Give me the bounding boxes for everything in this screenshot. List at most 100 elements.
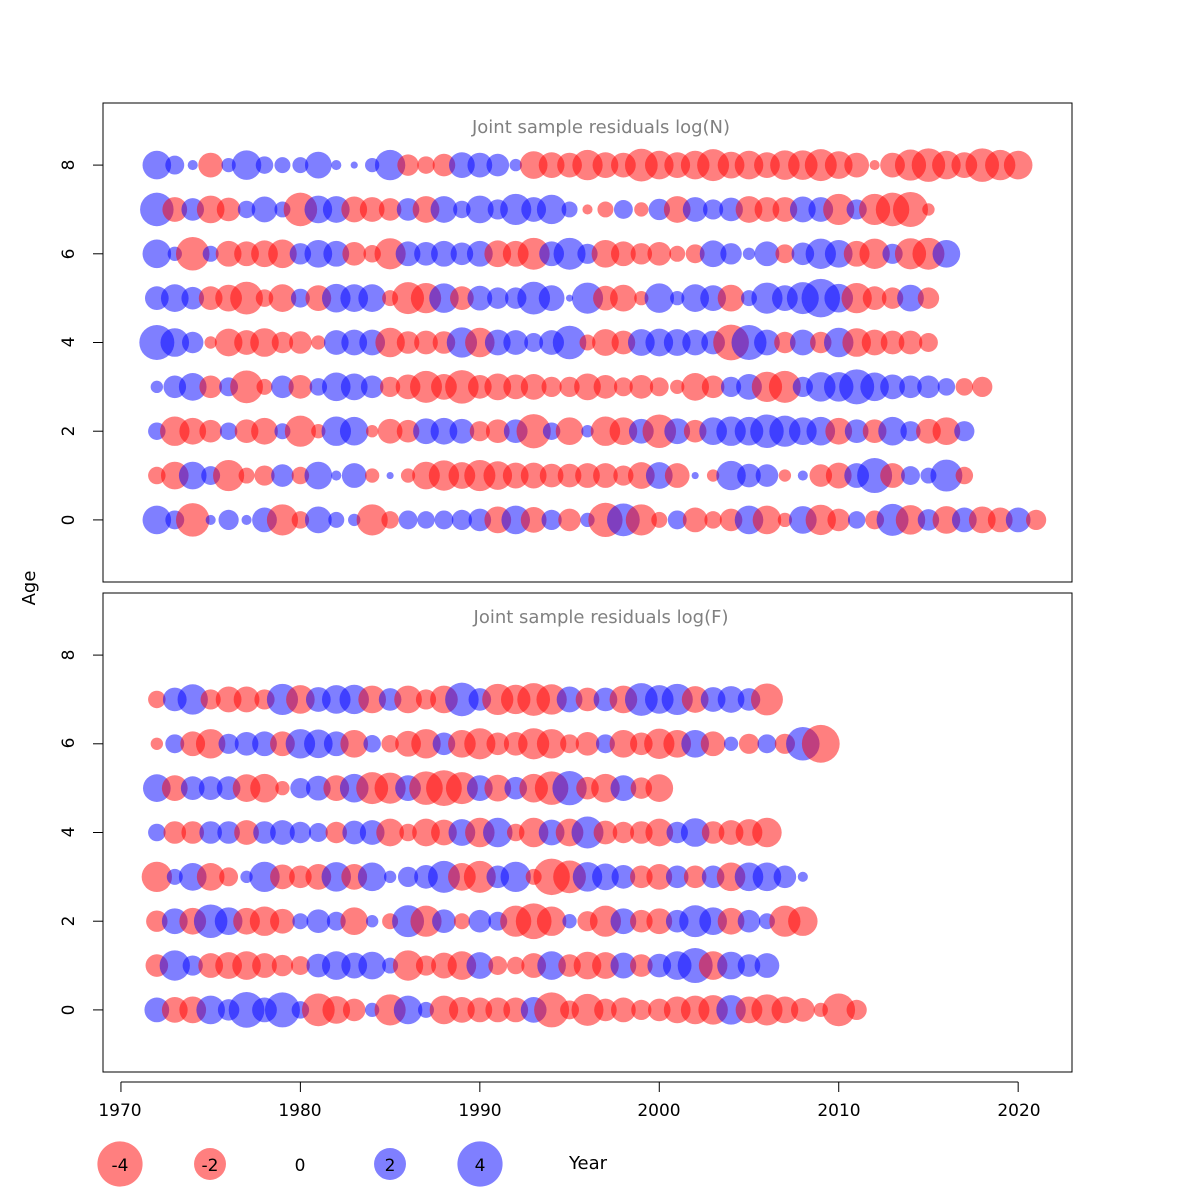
bubble-top-age6-1976	[215, 240, 242, 267]
bubble-bottom-age5-1997	[591, 773, 620, 803]
bubble-top-age0-2003	[704, 511, 722, 529]
bubble-top-age6-1995	[553, 237, 586, 270]
bubble-bottom-age2-1982	[326, 911, 346, 931]
bubble-bottom-age2-2004	[717, 907, 745, 935]
bubble-top-age5-1974	[181, 286, 205, 310]
bubble-bottom-age6-2005	[738, 733, 760, 754]
bubble-bottom-age6-1983	[340, 729, 369, 758]
bubble-bottom-age0-1977	[228, 992, 265, 1028]
bubble-bottom-age7-1996	[575, 687, 600, 712]
bubble-bottom-age3-1999	[630, 865, 653, 889]
bubble-top-age3-1989	[445, 370, 479, 404]
bubble-bottom-age4-1997	[593, 820, 618, 845]
bubble-top-age7-2007	[772, 197, 798, 222]
bubble-top-age4-1990	[465, 327, 495, 358]
bubble-top-age7-1992	[500, 193, 532, 226]
bubble-top-age1-1994	[539, 463, 564, 488]
bubble-top-age5-2001	[670, 291, 685, 306]
bubble-top-age1-2001	[664, 463, 690, 488]
bubble-top-age4-2007	[774, 331, 796, 354]
bubble-top-age3-2003	[701, 375, 725, 399]
bubble-top-age0-2007	[777, 512, 793, 528]
bubble-top-age0-2000	[651, 511, 668, 528]
bubble-top-age8-1972	[142, 150, 172, 180]
bubble-bottom-age2-1998	[610, 908, 637, 935]
bubble-top-age8-2010	[824, 151, 853, 179]
bubble-top-age2-1977	[234, 419, 259, 444]
bubble-bottom-age4-1974	[181, 821, 205, 844]
bubble-bottom-age4-1985	[376, 818, 404, 847]
bubble-top-age4-1993	[524, 333, 544, 352]
bubble-bottom-age5-1980	[290, 778, 311, 799]
bubble-top-age6-1981	[304, 239, 333, 268]
bubble-top-age1-2017	[955, 466, 974, 485]
bubble-bottom-age0-2000	[647, 998, 671, 1022]
bubble-top-age1-1978	[254, 465, 275, 486]
y-tick-bottom-0: 0	[59, 1005, 79, 1016]
bubble-top-age1-1985	[386, 471, 394, 480]
bubble-bottom-age4-1977	[234, 820, 259, 845]
bubble-top-age3-2002	[681, 373, 710, 401]
bubble-top-age5-1980	[290, 288, 310, 308]
bubble-top-age2-1975	[199, 419, 222, 443]
bubble-bottom-age1-1990	[466, 952, 494, 979]
bubble-bottom-age5-1981	[305, 775, 331, 801]
bubble-top-age1-1979	[271, 464, 294, 487]
bubble-top-age6-1993	[517, 237, 550, 270]
bubble-bottom-age4-2002	[680, 818, 710, 847]
bubble-top-age7-1990	[465, 195, 494, 224]
bubble-bottom-age6-1978	[252, 731, 277, 757]
bubble-top-age3-1990	[467, 375, 492, 399]
y-tick-top-4: 4	[59, 337, 79, 348]
bubble-top-age4-1982	[323, 330, 349, 355]
bubble-bottom-age6-2004	[723, 736, 739, 751]
bubble-top-age2-1993	[516, 414, 551, 449]
bubble-bottom-age2-1980	[292, 913, 309, 930]
bubble-top-age5-1975	[198, 286, 223, 310]
bubble-top-age1-1986	[400, 468, 416, 483]
bubble-top-age2-1976	[219, 422, 238, 440]
bubble-top-age8-1988	[432, 153, 456, 177]
bubble-bottom-age2-2008	[788, 906, 818, 936]
bubble-top-age1-2006	[755, 464, 779, 487]
bubble-bottom-age1-1987	[415, 955, 437, 976]
x-tick-1970: 1970	[98, 1101, 141, 1121]
bubble-top-age1-2000	[645, 462, 673, 489]
bubble-top-age8-1989	[449, 152, 475, 178]
bubble-top-age1-1980	[291, 466, 310, 485]
bubble-bottom-age4-1980	[289, 821, 312, 844]
bubble-top-age0-1981	[304, 506, 332, 534]
bubble-top-age0-1992	[501, 505, 531, 535]
bubble-bottom-age0-1996	[571, 993, 604, 1026]
bubble-top-age0-1987	[417, 511, 435, 529]
bubble-top-age5-2012	[862, 286, 887, 310]
bubble-top-age0-1989	[451, 509, 472, 531]
bubble-top-age0-2016	[932, 506, 961, 534]
bubble-top-age7-1977	[237, 200, 256, 219]
bubble-bottom-age6-1975	[195, 729, 226, 759]
bubble-top-age3-1993	[520, 373, 547, 400]
bubble-top-age0-1980	[291, 511, 310, 529]
bubble-top-age4-1985	[375, 327, 405, 358]
bubble-bottom-age6-1981	[304, 729, 333, 759]
legend-bubble--4	[97, 1141, 143, 1187]
bubble-bottom-age0-1982	[322, 996, 351, 1024]
bubble-top-age7-2004	[719, 197, 743, 222]
bubble-top-age3-2018	[972, 376, 993, 397]
legend-label-2: 2	[385, 1156, 396, 1176]
bubble-bottom-age2-1988	[432, 909, 456, 934]
bubble-top-age0-2021	[1026, 509, 1047, 531]
bubble-bottom-age1-1978	[252, 953, 277, 978]
bubble-top-age1-2002	[691, 471, 699, 480]
bubble-top-age5-1995	[565, 294, 574, 302]
bubble-top-age0-1990	[468, 508, 492, 532]
bubble-bottom-age4-1987	[412, 818, 440, 847]
bubble-top-age6-2012	[859, 238, 890, 269]
bubble-top-age5-1977	[230, 281, 263, 315]
bubble-top-age2-2013	[878, 416, 907, 446]
x-tick-1990: 1990	[458, 1101, 501, 1121]
bubble-top-age3-2016	[937, 378, 956, 396]
bubble-top-age7-1985	[378, 198, 402, 221]
bubble-bottom-age3-1986	[397, 866, 419, 887]
